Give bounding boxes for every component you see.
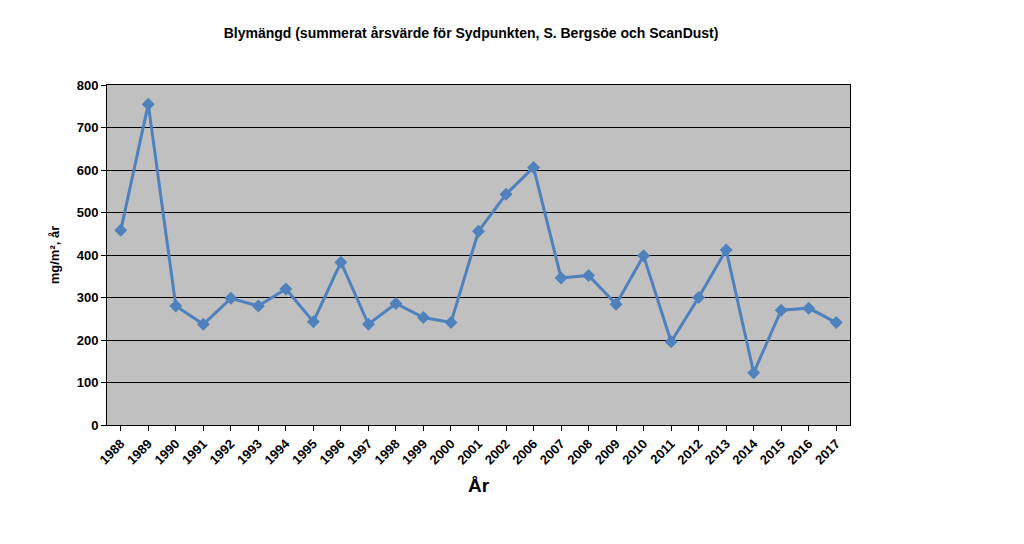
svg-text:1991: 1991 [179,436,210,467]
svg-text:800: 800 [77,78,99,93]
svg-text:2001: 2001 [454,436,485,467]
svg-text:2017: 2017 [812,436,843,467]
svg-text:1993: 1993 [234,436,265,467]
svg-text:700: 700 [77,120,99,135]
svg-text:2015: 2015 [757,436,788,467]
svg-text:2007: 2007 [537,436,568,467]
svg-text:1988: 1988 [96,436,127,467]
svg-text:1994: 1994 [262,436,294,468]
svg-text:2013: 2013 [702,436,733,467]
svg-text:600: 600 [77,163,99,178]
svg-text:1995: 1995 [289,436,320,467]
svg-text:1989: 1989 [124,436,155,467]
svg-text:0: 0 [91,418,98,433]
svg-text:2016: 2016 [784,436,815,467]
svg-text:År: År [468,475,490,496]
svg-text:2012: 2012 [674,436,705,467]
svg-text:1996: 1996 [317,436,348,467]
svg-text:500: 500 [77,205,99,220]
svg-text:400: 400 [77,248,99,263]
svg-text:2006: 2006 [509,436,540,467]
svg-text:Blymängd (summerat årsvärde fö: Blymängd (summerat årsvärde för Sydpunkt… [224,25,719,41]
svg-text:300: 300 [77,290,99,305]
svg-text:1990: 1990 [151,436,182,467]
svg-text:100: 100 [77,375,99,390]
svg-text:1992: 1992 [206,436,237,467]
svg-text:200: 200 [77,333,99,348]
svg-text:2014: 2014 [729,436,761,468]
svg-text:2008: 2008 [564,436,595,467]
svg-text:mg/m², år: mg/m², år [47,226,62,285]
svg-text:2002: 2002 [482,436,513,467]
svg-text:1999: 1999 [399,436,430,467]
svg-text:1998: 1998 [372,436,403,467]
svg-text:2000: 2000 [427,436,458,467]
svg-text:2011: 2011 [647,436,678,467]
svg-text:1997: 1997 [344,436,375,467]
svg-text:2010: 2010 [619,436,650,467]
svg-text:2009: 2009 [592,436,623,467]
